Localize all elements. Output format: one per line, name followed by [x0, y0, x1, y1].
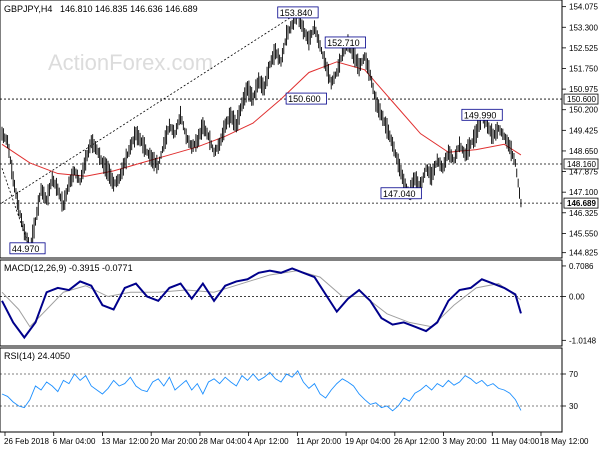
y-tick-label: 151.750 — [569, 64, 598, 73]
watermark: ActionForex.com — [48, 50, 213, 75]
macd-title: MACD(12,26,9) -0.3915 -0.0771 — [4, 263, 133, 273]
rsi-title: RSI(14) 24.4050 — [4, 351, 70, 361]
x-tick-label: 11 May 04:00 — [491, 437, 539, 446]
x-tick-label: 18 May 12:00 — [540, 437, 589, 446]
x-tick-label: 13 Mar 12:00 — [101, 437, 149, 446]
y-tick-label: 154.075 — [569, 3, 598, 12]
x-tick-label: 26 Feb 2018 — [4, 437, 49, 446]
macd-pane[interactable] — [0, 259, 563, 347]
annotation-label: 150.600 — [288, 94, 321, 104]
annotation-box — [277, 6, 319, 19]
macd-tick-label: 0.7086 — [569, 262, 594, 271]
moving-average-line — [1, 61, 522, 177]
macd-tick-label: 0.00 — [569, 293, 585, 302]
y-tick-label: 150.975 — [569, 85, 598, 94]
y-tick-label: 147.100 — [569, 188, 598, 197]
x-tick-label: 11 Apr 20:00 — [296, 437, 341, 446]
y-tick-label: 147.875 — [569, 168, 598, 177]
trend-line-up — [1, 12, 298, 204]
price-annotation-4[interactable]: 147.040 — [380, 187, 422, 200]
level-label: 148.160 — [567, 160, 596, 169]
annotation-label: 147.040 — [383, 189, 416, 199]
annotation-box — [461, 108, 503, 121]
x-tick-label: 26 Apr 12:00 — [394, 437, 440, 446]
rsi-line — [1, 369, 522, 412]
y-tick-label: 144.825 — [569, 249, 598, 258]
y-tick-label: 150.200 — [569, 106, 598, 115]
main-pane[interactable] — [0, 0, 563, 259]
level-label-box — [563, 93, 599, 105]
level-label-box — [563, 197, 599, 209]
y-tick-label: 149.425 — [569, 126, 598, 135]
y-tick-label: 148.650 — [569, 147, 598, 156]
x-tick-label: 4 Apr 12:00 — [248, 437, 289, 446]
annotation-box — [324, 36, 366, 49]
level-label-box — [563, 158, 599, 170]
rsi-tick-label: 30 — [569, 402, 578, 411]
x-tick-label: 28 Mar 04:00 — [199, 437, 247, 446]
y-tick-label: 145.550 — [569, 229, 598, 238]
x-tick-label: 3 May 20:00 — [443, 437, 488, 446]
rsi-tick-label: 70 — [569, 370, 578, 379]
x-tick-label: 19 Apr 04:00 — [345, 437, 391, 446]
annotation-label: 44.970 — [12, 244, 40, 254]
level-label: 150.600 — [567, 95, 596, 104]
price-annotation-1[interactable]: 152.710 — [324, 36, 366, 49]
y-tick-label: 153.300 — [569, 23, 598, 32]
level-label: 146.689 — [567, 199, 596, 208]
x-tick-label: 20 Mar 20:00 — [150, 437, 198, 446]
annotation-box — [9, 242, 46, 255]
y-tick-label: 152.525 — [569, 44, 598, 53]
rsi-pane[interactable] — [0, 347, 563, 433]
price-annotation-2[interactable]: 150.600 — [285, 92, 327, 105]
price-annotation-0[interactable]: 153.840 — [277, 6, 319, 19]
annotation-box — [380, 187, 422, 200]
annotation-label: 152.710 — [327, 38, 360, 48]
ohlc-readout: 146.810 146.835 146.636 146.689 — [60, 4, 198, 14]
y-tick-label: 146.325 — [569, 209, 598, 218]
x-tick-label: 6 Mar 04:00 — [53, 437, 96, 446]
annotation-box — [285, 92, 327, 105]
symbol-label: GBPJPY,H4 — [4, 4, 52, 14]
price-annotation-3[interactable]: 149.990 — [461, 108, 503, 121]
macd-tick-label: -1.0148 — [569, 336, 597, 345]
annotation-label: 149.990 — [464, 110, 497, 120]
macd-line — [1, 267, 522, 340]
annotation-label: 153.840 — [280, 8, 313, 18]
price-annotation-5[interactable]: 44.970 — [9, 242, 46, 255]
